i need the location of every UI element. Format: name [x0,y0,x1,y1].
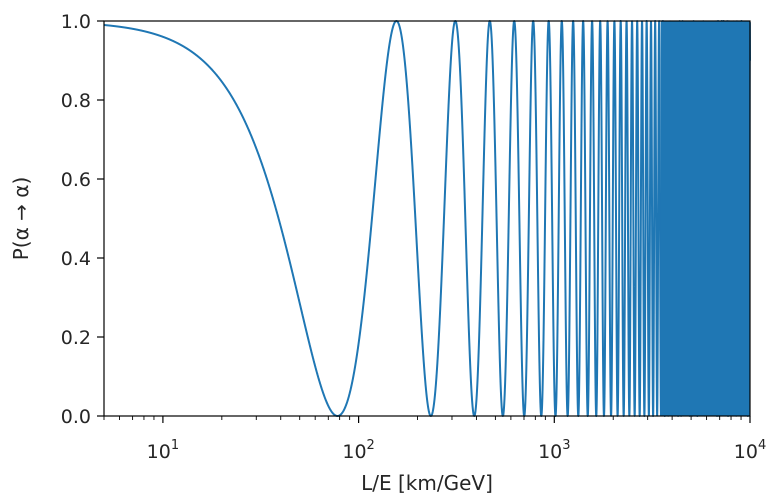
y-axis-ticks: 0.0 0.2 0.4 0.6 0.8 1.0 [61,11,104,428]
x-tick-label: 102 [342,438,374,463]
x-tick-label: 103 [538,438,570,463]
y-tick-label: 0.6 [61,169,91,191]
y-tick-label: 1.0 [61,11,91,33]
x-tick-label: 104 [734,438,766,463]
x-axis-ticks: 101 102 103 104 [103,416,766,463]
y-tick-label: 0.4 [61,248,91,270]
x-tick-label: 101 [147,438,179,463]
series-line [103,20,751,417]
y-tick-label: 0.2 [61,327,91,349]
y-tick-label: 0.8 [61,90,91,112]
plot-area [103,20,751,417]
dense-oscillation-fill [660,21,750,416]
y-axis-label: P(α → α) [9,177,33,261]
y-tick-label: 0.0 [61,406,91,428]
axes-frame [103,20,751,417]
x-axis-label: L/E [km/GeV] [361,471,493,495]
